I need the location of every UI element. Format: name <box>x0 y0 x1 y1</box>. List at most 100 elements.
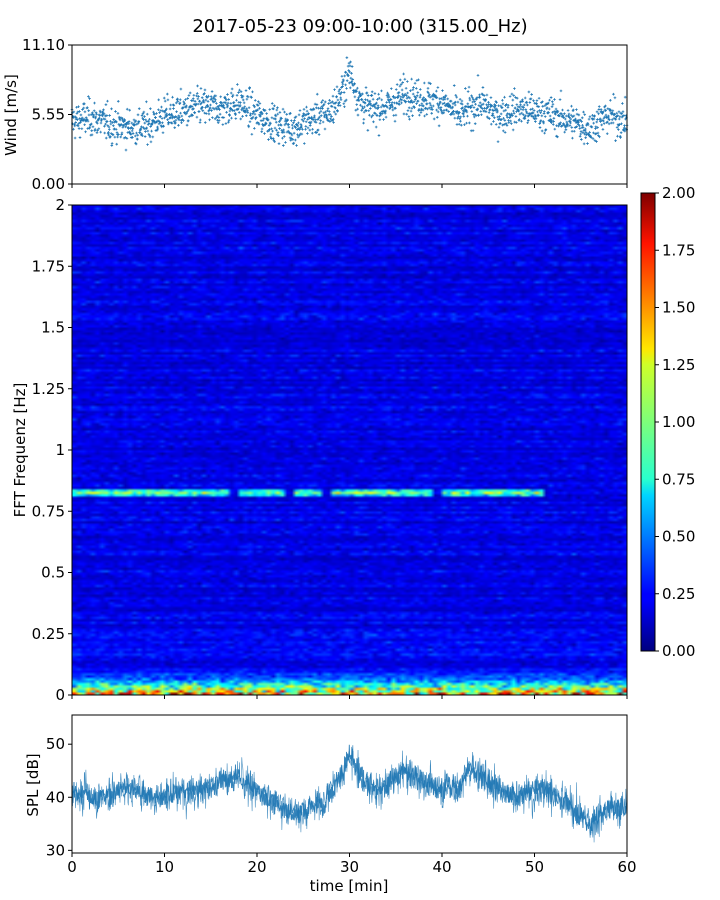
wind-point <box>253 105 256 109</box>
wind-point <box>275 108 279 112</box>
wind-point <box>348 64 352 68</box>
wind-point <box>339 98 343 102</box>
wind-point <box>342 102 346 106</box>
wind-point <box>168 107 172 111</box>
wind-point <box>605 132 609 136</box>
wind-point <box>198 121 202 124</box>
wind-point <box>179 87 183 91</box>
wind-point <box>422 99 426 103</box>
wind-point <box>492 120 495 123</box>
wind-point <box>552 110 556 113</box>
wind-point <box>591 137 595 141</box>
wind-point <box>429 82 432 85</box>
wind-point <box>516 108 520 111</box>
wind-point <box>486 105 490 108</box>
wind-point <box>332 121 335 124</box>
wind-point <box>216 114 219 118</box>
wind-point <box>76 124 80 128</box>
wind-point <box>487 111 491 114</box>
wind-point <box>226 101 230 105</box>
spl-xtick-label: 10 <box>155 858 174 876</box>
wind-point <box>172 120 176 123</box>
wind-points <box>70 56 629 152</box>
wind-point <box>258 102 262 105</box>
wind-point <box>289 132 293 135</box>
wind-point <box>512 109 515 113</box>
wind-point <box>281 136 284 140</box>
wind-point <box>245 97 249 101</box>
wind-point <box>176 100 180 103</box>
wind-point <box>340 74 344 78</box>
wind-point <box>347 74 350 77</box>
wind-point <box>288 136 292 140</box>
wind-point <box>298 109 302 112</box>
wind-point <box>259 113 263 117</box>
wind-point <box>597 105 601 108</box>
wind-point <box>602 119 605 123</box>
wind-point <box>342 79 345 83</box>
spl-ytick-label: 40 <box>46 788 65 806</box>
wind-point <box>227 98 231 101</box>
wind-point <box>276 131 280 134</box>
wind-point <box>172 107 175 110</box>
spectrogram-ytick-label: 1.75 <box>32 257 65 275</box>
wind-point <box>402 112 406 116</box>
wind-point <box>214 98 217 102</box>
wind-point <box>222 116 226 119</box>
wind-point <box>239 117 243 121</box>
wind-point <box>476 107 479 111</box>
wind-point <box>148 135 152 139</box>
wind-point <box>391 105 394 109</box>
wind-point <box>212 107 216 111</box>
wind-point <box>470 110 474 113</box>
wind-point <box>76 110 80 114</box>
wind-point <box>257 122 261 126</box>
wind-point <box>295 144 298 147</box>
wind-point <box>344 98 348 102</box>
wind-point <box>480 103 483 107</box>
wind-point <box>484 98 488 101</box>
wind-point <box>237 111 241 114</box>
wind-point <box>203 88 207 92</box>
wind-point <box>501 123 504 127</box>
wind-point <box>623 124 626 127</box>
wind-point <box>514 115 518 118</box>
wind-point <box>390 103 394 107</box>
wind-point <box>139 127 143 131</box>
wind-point <box>182 119 185 122</box>
wind-point <box>407 115 411 118</box>
wind-point <box>503 119 507 122</box>
wind-point <box>312 108 316 111</box>
wind-point <box>145 112 149 116</box>
wind-point <box>215 108 219 111</box>
wind-point <box>345 56 349 60</box>
wind-point <box>187 115 191 118</box>
wind-point <box>271 129 274 133</box>
wind-point <box>335 95 338 98</box>
wind-point <box>593 114 596 118</box>
wind-point <box>470 94 473 98</box>
wind-point <box>335 85 339 89</box>
wind-point <box>77 122 81 125</box>
wind-point <box>87 95 90 98</box>
wind-point <box>530 93 533 96</box>
wind-point <box>311 131 314 135</box>
wind-point <box>273 140 276 144</box>
wind-point <box>236 107 240 111</box>
wind-point <box>235 94 239 97</box>
wind-point <box>361 92 364 96</box>
wind-point <box>294 115 298 119</box>
wind-point <box>502 116 505 120</box>
wind-point <box>497 125 501 129</box>
wind-point <box>558 114 561 118</box>
wind-point <box>351 78 355 81</box>
spl-xtick-label: 30 <box>340 858 359 876</box>
wind-point <box>425 113 429 116</box>
wind-point <box>442 111 446 115</box>
wind-point <box>170 121 174 125</box>
wind-point <box>286 118 289 122</box>
wind-point <box>592 131 595 135</box>
wind-point <box>404 86 408 90</box>
wind-point <box>323 100 327 104</box>
